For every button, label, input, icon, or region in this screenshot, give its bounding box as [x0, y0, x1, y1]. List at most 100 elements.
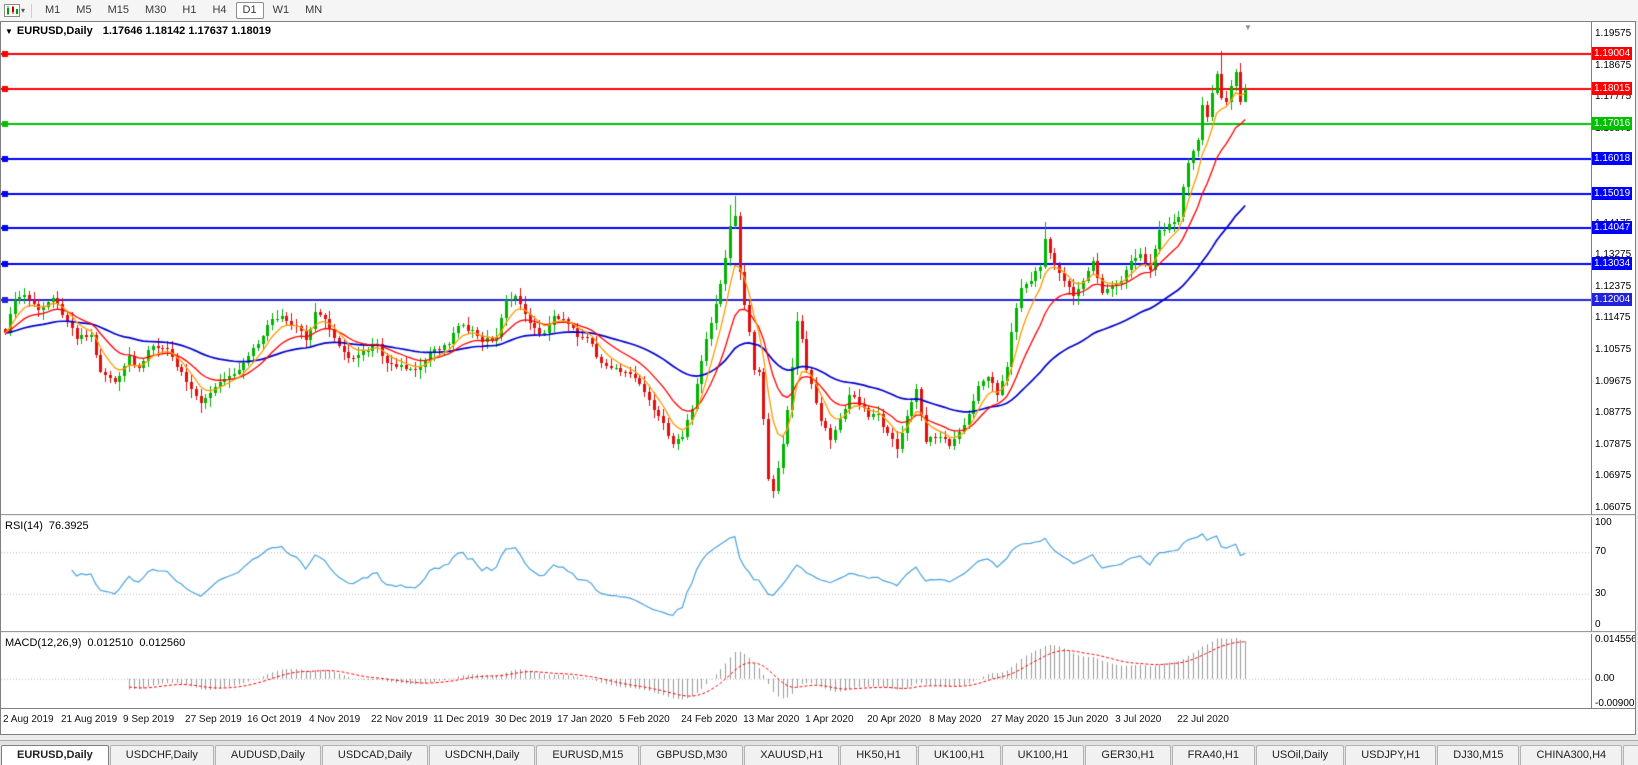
- rsi-canvas[interactable]: [1, 517, 1591, 631]
- chart-symbol-label: EURUSD,Daily: [16, 25, 93, 37]
- rsi-name: RSI(14): [5, 520, 43, 532]
- price-axis-label: 1.18675: [1595, 59, 1632, 71]
- price-axis-label: 1.11475: [1595, 312, 1631, 324]
- macd-axis-label: 0.014556: [1595, 634, 1635, 645]
- timeframe-button-mn[interactable]: MN: [305, 4, 323, 16]
- candlestick-chart-icon[interactable]: [4, 4, 20, 17]
- date-label: 16 Oct 2019: [247, 714, 302, 725]
- rsi-axis-label: 70: [1595, 546, 1607, 558]
- price-line-badge: 1.14047: [1592, 221, 1633, 235]
- price-axis[interactable]: 1.195751.186751.177751.168751.159751.150…: [1591, 22, 1635, 514]
- date-label: 9 Sep 2019: [123, 714, 175, 725]
- macd-axis[interactable]: 0.014556 0.00 -0.009001: [1591, 634, 1635, 708]
- macd-axis-label: -0.009001: [1595, 698, 1635, 708]
- price-axis-label: 1.09675: [1595, 375, 1632, 387]
- rsi-axis[interactable]: 100 70 30 0: [1591, 517, 1635, 631]
- chart-tab-gbpusd-m30[interactable]: GBPUSD,M30: [640, 745, 744, 765]
- chart-type-dropdown-caret[interactable]: ▾: [21, 6, 26, 15]
- chart-tab-dj30-m15[interactable]: DJ30,M15: [1437, 745, 1520, 765]
- rsi-label: RSI(14) 76.3925: [5, 520, 95, 532]
- chart-tab-fra40-h1[interactable]: FRA40,H1: [1171, 745, 1255, 765]
- timeframe-button-m30[interactable]: M30: [144, 4, 167, 16]
- chart-tab-usdcad-daily[interactable]: USDCAD,Daily: [321, 745, 428, 765]
- price-axis-label: 1.13275: [1595, 249, 1632, 261]
- date-label: 3 Jul 2020: [1115, 714, 1162, 725]
- price-axis-label: 1.19575: [1595, 28, 1632, 40]
- chart-tab-uk100-h1[interactable]: UK100,H1: [1001, 745, 1085, 765]
- macd-signal-value: 0.012560: [139, 637, 186, 649]
- rsi-axis-label: 0: [1595, 619, 1601, 630]
- price-line-badge: 1.16018: [1592, 151, 1633, 165]
- date-label: 1 Apr 2020: [805, 714, 854, 725]
- price-line-badge: 1.17016: [1592, 116, 1633, 130]
- chart-tab-usdjpy-h1[interactable]: USDJPY,H1: [1345, 745, 1437, 765]
- price-axis-label: 1.06975: [1595, 470, 1632, 482]
- date-label: 22 Jul 2020: [1177, 714, 1229, 725]
- chart-tab-usoil-daily[interactable]: USOil,Daily: [1255, 745, 1345, 765]
- rsi-pane: RSI(14) 76.3925: [1, 517, 1591, 631]
- date-label: 13 Mar 2020: [743, 714, 800, 725]
- date-label: 8 May 2020: [929, 714, 982, 725]
- price-line-badge: 1.19004: [1592, 47, 1633, 61]
- timeframe-button-h4[interactable]: H4: [212, 4, 227, 16]
- date-label: 5 Feb 2020: [619, 714, 670, 725]
- timeframe-toolbar: ▾ M1 M5 M15 M30 H1 H4 D1 W1 MN: [0, 0, 1638, 22]
- chart-tab-usdcnh-daily[interactable]: USDCNH,Daily: [428, 745, 536, 765]
- date-label: 27 May 2020: [991, 714, 1049, 725]
- date-label: 2 Aug 2019: [3, 714, 54, 725]
- chart-tab-eurusd-daily[interactable]: EURUSD,Daily: [1, 745, 109, 765]
- macd-main-value: 0.012510: [87, 637, 134, 649]
- timeframe-button-w1[interactable]: W1: [272, 4, 290, 16]
- date-label: 24 Feb 2020: [681, 714, 738, 725]
- price-line-badge: 1.15019: [1592, 186, 1633, 200]
- chart-tab-ger30-h1[interactable]: GER30,H1: [1085, 745, 1171, 765]
- date-label: 27 Sep 2019: [185, 714, 242, 725]
- date-label: 11 Dec 2019: [433, 714, 490, 725]
- price-axis-label: 1.10575: [1595, 343, 1632, 355]
- timeframe-button-h1[interactable]: H1: [182, 4, 197, 16]
- price-line-badge: 1.18015: [1592, 81, 1633, 95]
- chart-tabs: EURUSD,Daily USDCHF,Daily AUDUSD,Daily USDC…: [0, 740, 1638, 765]
- macd-axis-label: 0.00: [1595, 672, 1615, 684]
- chart-tab-hk50-h1[interactable]: HK50,H1: [840, 745, 917, 765]
- timeframe-button-m5[interactable]: M5: [76, 4, 92, 16]
- chart-window: ▼ EURUSD,Daily 1.17646 1.18142 1.17637 1.1…: [0, 21, 1636, 735]
- date-label: 4 Nov 2019: [309, 714, 361, 725]
- price-chart-pane: ▼ EURUSD,Daily 1.17646 1.18142 1.17637 1.1…: [1, 22, 1591, 514]
- rsi-axis-label: 100: [1595, 517, 1612, 528]
- macd-label: MACD(12,26,9) 0.012510 0.012560: [5, 637, 191, 649]
- price-axis-label: 1.06075: [1595, 501, 1632, 513]
- price-axis-label: 1.07875: [1595, 438, 1632, 450]
- toolbar-separator: [31, 3, 33, 18]
- rsi-value: 76.3925: [48, 520, 89, 532]
- chart-tab-xauusd-h1[interactable]: XAUUSD,H1: [744, 745, 840, 765]
- price-chart-canvas[interactable]: [1, 22, 1591, 514]
- macd-name: MACD(12,26,9): [5, 637, 82, 649]
- timeframe-button-d1[interactable]: D1: [235, 2, 264, 19]
- rsi-axis-label: 30: [1595, 587, 1607, 599]
- chart-tab-audusd-daily[interactable]: AUDUSD,Daily: [214, 745, 321, 765]
- timeframe-buttons: M1 M5 M15 M30 H1 H4 D1 W1 MN: [38, 2, 331, 19]
- chart-tab-china300-h4[interactable]: CHINA300,H4: [1520, 745, 1623, 765]
- date-label: 30 Dec 2019: [495, 714, 552, 725]
- chart-shift-marker-icon[interactable]: ▼: [1244, 23, 1252, 32]
- date-axis[interactable]: 2 Aug 2019 21 Aug 2019 9 Sep 2019 27 Sep 20…: [1, 708, 1635, 734]
- chart-tab-usoil-h4[interactable]: USOil,H4: [1623, 745, 1638, 765]
- date-label: 22 Nov 2019: [371, 714, 428, 725]
- pane-splitter[interactable]: [1, 631, 1635, 634]
- macd-canvas[interactable]: [1, 634, 1591, 708]
- date-label: 21 Aug 2019: [61, 714, 118, 725]
- timeframe-button-m1[interactable]: M1: [45, 4, 61, 16]
- price-axis-label: 1.12375: [1595, 280, 1632, 292]
- price-line-badge: 1.13034: [1592, 256, 1633, 270]
- chart-tab-uk100-h1[interactable]: UK100,H1: [917, 745, 1001, 765]
- price-axis-label: 1.08775: [1595, 407, 1632, 419]
- pane-splitter[interactable]: [1, 514, 1635, 517]
- timeframe-button-m15[interactable]: M15: [107, 4, 129, 16]
- price-line-badge: 1.12004: [1592, 292, 1633, 306]
- chart-tab-eurusd-m15[interactable]: EURUSD,M15: [536, 745, 640, 765]
- date-label: 20 Apr 2020: [867, 714, 922, 725]
- chart-tab-usdchf-daily[interactable]: USDCHF,Daily: [109, 745, 214, 765]
- date-label: 15 Jun 2020: [1053, 714, 1109, 725]
- symbol-dropdown-caret[interactable]: ▼: [5, 27, 13, 36]
